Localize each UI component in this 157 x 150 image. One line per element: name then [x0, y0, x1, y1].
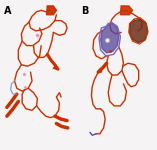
Text: B: B: [81, 6, 89, 16]
Polygon shape: [46, 6, 56, 15]
Polygon shape: [101, 24, 119, 53]
Polygon shape: [130, 19, 148, 43]
Polygon shape: [120, 6, 133, 15]
Text: A: A: [4, 6, 11, 16]
